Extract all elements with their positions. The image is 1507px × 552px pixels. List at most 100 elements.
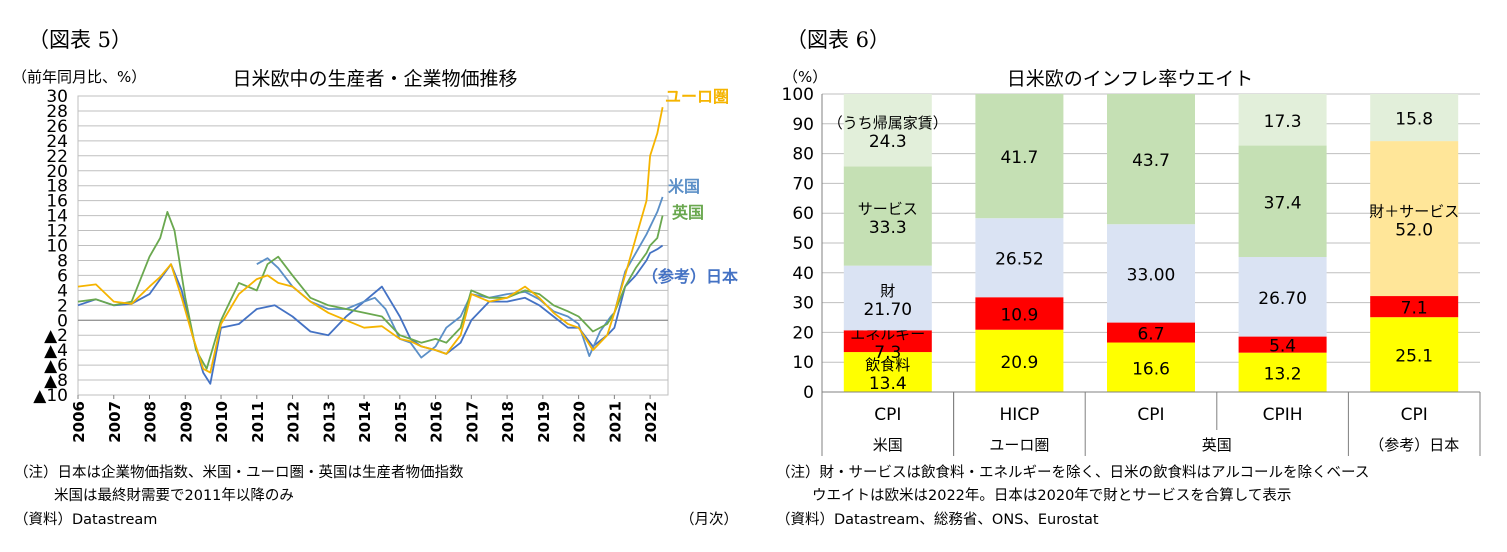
- series-label-japan: （参考）日本: [642, 267, 738, 286]
- bar-segment: [1370, 94, 1459, 142]
- bar-segment: [843, 352, 932, 392]
- figure-5-unit: （前年同月比、%）: [12, 68, 147, 86]
- bar-segment: [1238, 336, 1327, 353]
- plot-area: [77, 95, 669, 396]
- y-tick-label: 30: [792, 294, 814, 314]
- bar-segment: [1107, 322, 1195, 343]
- bar-segment: [1238, 257, 1327, 337]
- y-tick-label: 60: [792, 204, 814, 224]
- segment-value-label: 41.7: [1000, 148, 1038, 168]
- segment-caption: サービス: [858, 200, 918, 218]
- segment-value-label: 10.9: [1000, 305, 1038, 325]
- category-label: CPI: [1401, 405, 1428, 425]
- series-label-us: 米国: [668, 177, 700, 196]
- figure-5-label: （図表 5）: [28, 28, 133, 52]
- segment-value-label: 26.70: [1258, 289, 1307, 309]
- x-tick-label: 2012: [285, 401, 303, 443]
- segment-value-label: 13.4: [869, 374, 907, 394]
- y-tick-label: 10: [792, 353, 814, 373]
- bar-segment: [975, 297, 1064, 330]
- figure-6-note-2: ウエイトは欧米は2022年。日本は2020年で財とサービスを合算して表示: [812, 488, 1292, 504]
- x-tick-label: 2006: [70, 401, 88, 443]
- x-tick-label: 2009: [177, 401, 195, 443]
- x-tick-label: 2013: [320, 401, 338, 443]
- y-tick-label: 4: [57, 281, 68, 301]
- segment-value-label: 43.7: [1132, 151, 1170, 171]
- figure-6-note-1: （注）財・サービスは飲食料・エネルギーを除く、日米の飲食料はアルコールを除くベー…: [776, 465, 1370, 481]
- segment-value-label: 52.0: [1395, 221, 1433, 241]
- y-tick-label: 100: [782, 85, 814, 105]
- category-label: HICP: [999, 405, 1039, 425]
- y-tick-label: 6: [57, 266, 68, 286]
- segment-value-label: 17.3: [1264, 112, 1302, 132]
- x-tick-label: 2007: [106, 401, 124, 443]
- y-tick-label: 70: [792, 174, 814, 194]
- bar-segment: [843, 330, 932, 353]
- segment-caption: 財: [880, 282, 895, 300]
- segment-value-label: 33.00: [1127, 265, 1176, 285]
- bar-segment: [975, 93, 1064, 219]
- bar-segment: [1238, 352, 1327, 392]
- category-label: CPIH: [1263, 405, 1303, 425]
- y-tick-label: 30: [46, 88, 68, 107]
- segment-value-label: 24.3: [869, 132, 907, 152]
- category-label: CPI: [1137, 405, 1164, 425]
- figure-5-note-2: 米国は最終財需要で2011年以降のみ: [54, 488, 294, 504]
- bar-segment: [1107, 224, 1195, 323]
- series-line-uk: [77, 211, 664, 370]
- group-label: （参考）日本: [1369, 436, 1459, 454]
- y-tick-label: 2: [57, 296, 68, 316]
- y-tick-label: 40: [792, 264, 814, 284]
- figure-5-source: （資料）Datastream: [14, 512, 158, 528]
- series-line-euro: [77, 107, 664, 374]
- segment-caption: 飲食料: [865, 356, 910, 374]
- bar-segment: [843, 94, 932, 167]
- y-tick-label: 26: [46, 117, 68, 137]
- bar-segment: [1370, 296, 1459, 318]
- y-tick-label: ▲2: [44, 326, 68, 346]
- bar-segment: [1238, 94, 1327, 146]
- y-tick-label: ▲4: [44, 341, 68, 361]
- y-tick-label: 22: [46, 147, 68, 167]
- bar-segment: [1238, 145, 1327, 258]
- figure-6-source: （資料）Datastream、総務省、ONS、Eurostat: [776, 512, 1099, 528]
- segment-value-label: 7.3: [874, 343, 901, 363]
- segment-value-label: 21.70: [863, 300, 912, 320]
- y-tick-label: 0: [803, 383, 814, 403]
- x-tick-label: 2018: [499, 401, 517, 443]
- y-tick-label: 8: [57, 251, 68, 271]
- group-label: 英国: [1202, 436, 1232, 454]
- bar-segment: [1107, 342, 1195, 392]
- x-tick-label: 2017: [463, 401, 481, 443]
- segment-caption: （うち帰属家賃）: [828, 114, 948, 132]
- figure-6-label: （図表 6）: [786, 28, 891, 52]
- segment-value-label: 37.4: [1264, 193, 1302, 213]
- x-tick-label: 2011: [249, 401, 267, 443]
- y-tick-label: 80: [792, 145, 814, 165]
- y-tick-label: 20: [792, 323, 814, 343]
- y-tick-label: 16: [46, 192, 68, 212]
- y-tick-label: 28: [46, 102, 68, 122]
- bar-segment: [1370, 317, 1459, 392]
- segment-value-label: 16.6: [1132, 359, 1170, 379]
- figure-5-title: 日米欧中の生産者・企業物価推移: [232, 68, 518, 90]
- bar-segment: [1107, 94, 1195, 225]
- bar-segment: [975, 218, 1064, 298]
- figure-5-frequency: （月次）: [680, 512, 738, 528]
- x-tick-label: 2022: [642, 401, 660, 443]
- y-tick-label: 10: [46, 237, 68, 257]
- segment-caption: 財＋サービス: [1369, 203, 1459, 221]
- series-label-uk: 英国: [671, 203, 704, 222]
- bar-segment: [1370, 141, 1459, 297]
- segment-value-label: 25.1: [1395, 347, 1433, 367]
- x-tick-label: 2016: [428, 401, 446, 443]
- y-tick-label: 14: [46, 207, 68, 227]
- y-tick-label: ▲6: [44, 356, 68, 376]
- segment-value-label: 15.8: [1395, 110, 1433, 130]
- figure-5-note-1: （注）日本は企業物価指数、米国・ユーロ圏・英国は生産者物価指数: [14, 465, 464, 481]
- segment-value-label: 7.1: [1401, 299, 1428, 319]
- y-tick-label: 90: [792, 115, 814, 135]
- y-tick-label: 24: [46, 132, 68, 152]
- segment-value-label: 26.52: [995, 250, 1044, 270]
- bar-segment: [975, 329, 1064, 392]
